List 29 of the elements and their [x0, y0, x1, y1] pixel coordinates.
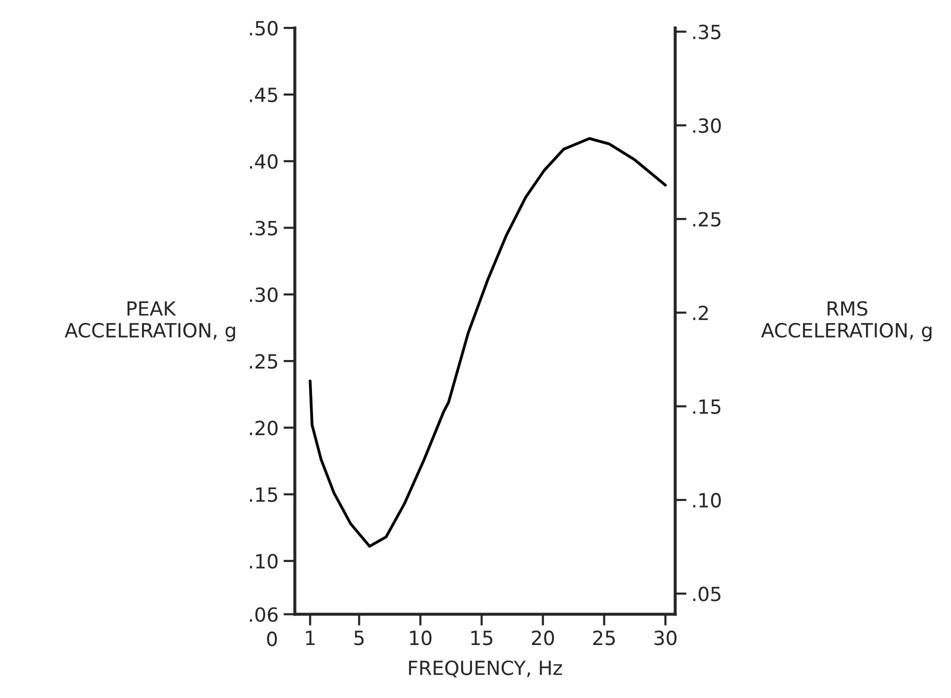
line-series — [308, 137, 667, 548]
x-tick-label: 30 — [654, 630, 676, 646]
y-tick-label: .20 — [250, 420, 278, 436]
y2-axis-title: RMS ACCELERATION, g — [761, 301, 932, 342]
y2-tick-label: .30 — [693, 118, 721, 133]
x-tick-label: 5 — [354, 630, 364, 646]
y2-tick-label: .05 — [693, 586, 720, 602]
y-tick-label: .50 — [250, 20, 278, 36]
x-axis-title: FREQUENCY, Hz — [409, 660, 562, 678]
y-tick-label: .10 — [250, 554, 278, 569]
x-tick-label: 1 — [306, 630, 315, 645]
y-tick-label: .40 — [250, 154, 278, 169]
y2-tick-label: .15 — [693, 400, 720, 414]
y-tick-label: .15 — [250, 488, 278, 502]
y2-tick-label: .2 — [693, 306, 708, 320]
y-tick-label: .35 — [250, 220, 278, 236]
y-axis-title: PEAK ACCELERATION, g — [64, 301, 236, 342]
y-tick-label: .25 — [250, 354, 278, 369]
x-tick-label: 25 — [593, 630, 615, 646]
y2-tick-label: .10 — [693, 492, 721, 508]
x-tick-label: 10 — [410, 630, 432, 646]
x-tick-label: 15 — [471, 630, 492, 646]
text: 0 — [267, 632, 277, 646]
y-tick-label: .45 — [250, 88, 278, 102]
y-tick-label: .06 — [250, 607, 278, 622]
y2-tick-label: .35 — [693, 24, 720, 40]
x-tick-label: 20 — [532, 630, 554, 646]
y2-tick-label: .25 — [693, 212, 720, 227]
y-tick-label: .30 — [250, 287, 278, 302]
